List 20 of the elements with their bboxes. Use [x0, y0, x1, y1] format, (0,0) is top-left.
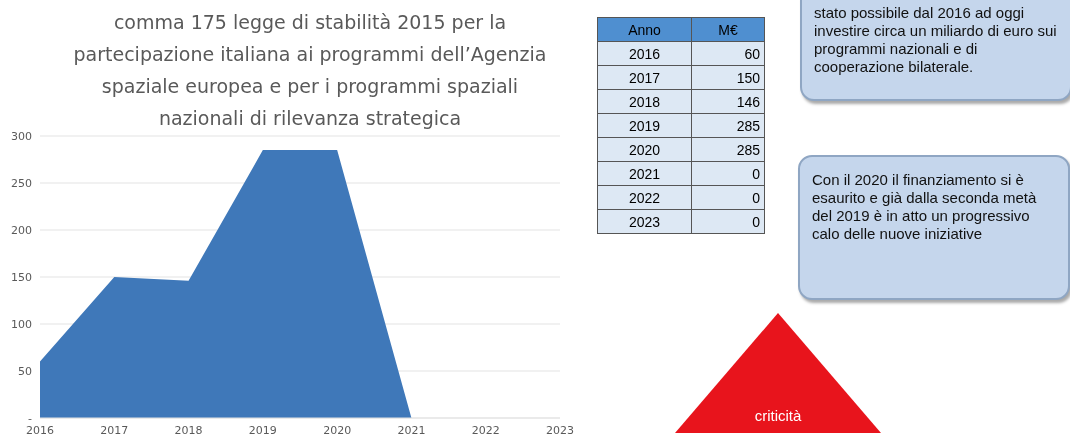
- y-tick-label: 100: [11, 317, 32, 331]
- chart-title: comma 175 legge di stabilità 2015 per la partecipazione italiana ai programmi dell’Agenzia spaziale europea e per i programmi spaziali nazionali di rilevanza strategica: [72, 10, 548, 131]
- y-tick-label: 200: [11, 223, 32, 237]
- x-tick-label: 2019: [248, 423, 277, 437]
- x-tick-label: 2023: [546, 423, 574, 437]
- y-tick-label: 150: [11, 270, 32, 284]
- y-tick-label: -: [28, 411, 33, 425]
- x-tick-label: 2016: [26, 423, 54, 437]
- y-tick-label: 50: [18, 364, 32, 378]
- callout-box: Con il 2020 il finanziamento si è esaurito e già dalla seconda metà del 2019 è in atto un progressivo calo delle nuove iniziative: [798, 155, 1070, 300]
- triangle-shape: criticità: [675, 313, 881, 433]
- x-tick-label: 2021: [397, 423, 426, 437]
- y-tick-label: 300: [11, 129, 32, 143]
- x-tick-label: 2020: [323, 423, 352, 437]
- y-tick-label: 250: [11, 176, 32, 190]
- callout-box: stato possibile dal 2016 ad oggi investire circa un miliardo di euro sui programmi nazionali e di cooperazione bilaterale.: [800, 0, 1070, 101]
- x-tick-label: 2018: [174, 423, 203, 437]
- x-tick-label: 2022: [471, 423, 500, 437]
- value-table: Anno M€ 2016 60 2017 150 2018 146 2019 285 2020 285 2021 0 2022 0 2023 0: [597, 17, 765, 234]
- x-tick-label: 2017: [100, 423, 129, 437]
